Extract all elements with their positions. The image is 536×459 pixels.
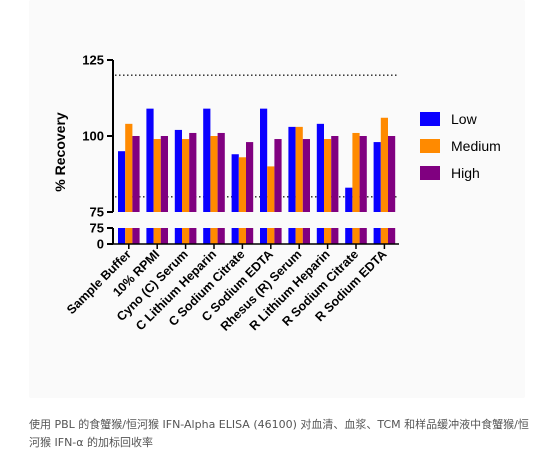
bar-upper-medium xyxy=(153,139,161,212)
bar-upper-high xyxy=(302,139,310,212)
bar-lower-high xyxy=(388,228,396,244)
bar-lower-high xyxy=(359,228,367,244)
bar-lower-medium xyxy=(267,228,275,244)
legend-label-medium: Medium xyxy=(451,138,501,154)
bar-lower-high xyxy=(189,228,197,244)
bar-lower-high xyxy=(302,228,310,244)
bar-lower-high xyxy=(331,228,339,244)
bar-lower-low xyxy=(146,228,154,244)
bar-upper-medium xyxy=(380,117,388,212)
bar-lower-medium xyxy=(380,228,388,244)
bar-lower-medium xyxy=(352,228,360,244)
bar-lower-low xyxy=(260,228,268,244)
bar-upper-medium xyxy=(125,123,133,212)
bar-lower-low xyxy=(203,228,211,244)
bar-upper-low xyxy=(174,129,182,212)
bar-upper-medium xyxy=(267,166,275,212)
bar-upper-high xyxy=(160,136,168,212)
bar-lower-medium xyxy=(295,228,303,244)
bar-upper-low xyxy=(316,123,324,212)
bar-upper-low xyxy=(146,108,154,212)
y-tick-label: 125 xyxy=(82,53,104,68)
bar-upper-low xyxy=(345,187,353,212)
bar-upper-medium xyxy=(238,157,246,212)
bar-lower-low xyxy=(118,228,126,244)
y-tick-label: 100 xyxy=(82,129,104,144)
bar-upper-low xyxy=(118,151,126,212)
bar-lower-medium xyxy=(125,228,133,244)
bar-lower-low xyxy=(231,228,239,244)
bar-lower-medium xyxy=(153,228,161,244)
bar-upper-high xyxy=(331,136,339,212)
bar-upper-high xyxy=(217,132,225,212)
bar-upper-high xyxy=(274,139,282,212)
bar-upper-high xyxy=(388,136,396,212)
y-tick-label: 75 xyxy=(90,221,104,236)
bar-lower-high xyxy=(246,228,254,244)
bar-lower-low xyxy=(345,228,353,244)
bar-upper-low xyxy=(288,126,296,212)
bar-lower-high xyxy=(160,228,168,244)
bar-lower-medium xyxy=(324,228,332,244)
bar-upper-medium xyxy=(352,132,360,212)
legend-swatch-high xyxy=(420,166,440,180)
bar-lower-low xyxy=(174,228,182,244)
bar-upper-low xyxy=(373,142,381,212)
bar-upper-medium xyxy=(182,139,190,212)
bar-upper-medium xyxy=(210,136,218,212)
bar-upper-high xyxy=(189,132,197,212)
bar-upper-low xyxy=(260,108,268,212)
y-axis-title: % Recovery xyxy=(52,112,68,192)
y-tick-label: 75 xyxy=(90,205,104,220)
legend-label-low: Low xyxy=(451,111,478,127)
bar-lower-medium xyxy=(210,228,218,244)
bar-upper-medium xyxy=(295,126,303,212)
bar-lower-high xyxy=(132,228,140,244)
bar-lower-low xyxy=(288,228,296,244)
chart-panel: 125 100 75 75 0 Sample Buffer 10% RPMI Cyno (C)… xyxy=(29,0,525,398)
legend-swatch-low xyxy=(420,112,440,126)
bar-upper-high xyxy=(359,136,367,212)
figure-caption: 使用 PBL 的食蟹猴/恒河猴 IFN-Alpha ELISA (46100) … xyxy=(29,418,529,449)
bar-lower-low xyxy=(316,228,324,244)
legend-swatch-medium xyxy=(420,139,440,153)
legend-label-high: High xyxy=(451,165,480,181)
bar-upper-high xyxy=(246,142,254,212)
bar-upper-low xyxy=(203,108,211,212)
bar-lower-medium xyxy=(238,228,246,244)
bar-lower-medium xyxy=(182,228,190,244)
bar-upper-high xyxy=(132,136,140,212)
bar-upper-medium xyxy=(324,139,332,212)
bar-upper-low xyxy=(231,154,239,212)
bar-lower-high xyxy=(217,228,225,244)
bar-lower-high xyxy=(274,228,282,244)
bar-lower-low xyxy=(373,228,381,244)
y-tick-label: 0 xyxy=(97,237,104,252)
